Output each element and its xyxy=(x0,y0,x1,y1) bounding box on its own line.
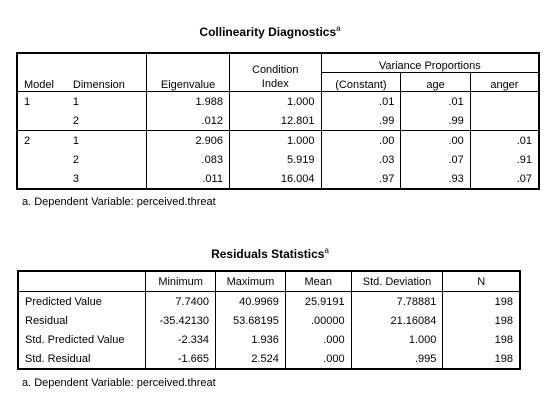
cell-std-deviation: 21.16084 xyxy=(350,311,443,330)
header-model: Model xyxy=(17,53,67,92)
header-blank xyxy=(18,271,147,292)
table-row: Predicted Value 7.7400 40.9969 25.9191 7… xyxy=(18,291,520,311)
cell-dimension: 2 xyxy=(66,111,148,131)
header-minimum: Minimum xyxy=(145,271,216,292)
row-label: Std. Residual xyxy=(18,349,147,369)
header-eigenvalue: Eigenvalue xyxy=(146,53,230,92)
cell-n: 198 xyxy=(442,291,520,311)
cell-dimension: 1 xyxy=(66,91,148,111)
header-std-deviation: Std. Deviation xyxy=(350,271,443,292)
table-row: 3 .011 16.004 .97 .93 .07 xyxy=(17,169,539,189)
cell-condition: 1.000 xyxy=(229,130,322,150)
cell-eigenvalue: .011 xyxy=(146,169,230,189)
cell-age: .00 xyxy=(400,130,471,150)
residuals-title: Residuals Statisticsa xyxy=(170,246,370,261)
cell-mean: .000 xyxy=(284,330,352,349)
header-condition-index: Condition Index xyxy=(229,53,322,92)
row-label: Std. Predicted Value xyxy=(18,330,147,349)
header-condition-line1: Condition xyxy=(252,64,299,76)
cell-dimension: 2 xyxy=(66,150,148,169)
cell-minimum: -35.42130 xyxy=(145,311,216,330)
cell-age: .93 xyxy=(400,169,471,189)
row-label: Residual xyxy=(18,311,147,330)
cell-anger xyxy=(470,92,539,112)
cell-anger: .01 xyxy=(516,134,532,147)
header-mean: Mean xyxy=(284,271,352,292)
cell-anger: .91 xyxy=(516,153,532,166)
cell-condition: 1.000 xyxy=(229,91,322,111)
header-variance-proportions: Variance Proportions xyxy=(321,53,539,73)
cell-maximum: 2.524 xyxy=(215,349,286,369)
cell-constant: .97 xyxy=(321,169,402,189)
header-constant: (Constant) xyxy=(321,72,402,92)
cell-model: 2 xyxy=(24,134,31,147)
cell-constant: .99 xyxy=(321,111,402,131)
header-dimension: Dimension xyxy=(66,53,148,92)
cell-n: 198 xyxy=(442,349,520,369)
header-maximum: Maximum xyxy=(215,271,286,292)
cell-mean: .000 xyxy=(284,349,352,369)
cell-anger xyxy=(470,111,539,131)
cell-maximum: 1.936 xyxy=(215,330,286,349)
cell-std-deviation: 1.000 xyxy=(350,330,443,349)
cell-minimum: 7.7400 xyxy=(145,291,216,311)
collinearity-table: Model Dimension Eigenvalue Condition Ind… xyxy=(16,52,540,190)
cell-condition: 16.004 xyxy=(229,169,322,189)
table-row: 2 .083 5.919 .03 .07 .91 xyxy=(17,150,539,169)
residuals-title-text: Residuals Statistics xyxy=(211,247,325,261)
cell-model xyxy=(17,169,67,189)
cell-eigenvalue: 1.988 xyxy=(146,91,230,111)
cell-std-deviation: .995 xyxy=(350,349,443,369)
table-row: 2 1 2.906 1.000 .00 .00 .01 xyxy=(17,130,539,150)
cell-age: .07 xyxy=(400,150,471,169)
cell-n: 198 xyxy=(442,330,520,349)
cell-eigenvalue: 2.906 xyxy=(146,130,230,150)
header-anger: anger xyxy=(470,72,539,92)
collinearity-title-text: Collinearity Diagnostics xyxy=(199,25,337,39)
cell-minimum: -1.665 xyxy=(145,349,216,369)
cell-eigenvalue: .012 xyxy=(146,111,230,131)
cell-condition: 12.801 xyxy=(229,111,322,131)
cell-minimum: -2.334 xyxy=(145,330,216,349)
header-age: age xyxy=(400,72,471,92)
cell-mean: .00000 xyxy=(284,311,352,330)
collinearity-title: Collinearity Diagnosticsa xyxy=(150,24,390,39)
cell-model xyxy=(17,111,67,131)
cell-std-deviation: 7.78881 xyxy=(350,291,443,311)
residuals-title-sup: a xyxy=(324,246,329,255)
residuals-footnote: a. Dependent Variable: perceived.threat xyxy=(22,377,216,389)
table-row: Std. Residual -1.665 2.524 .000 .995 198 xyxy=(18,349,520,369)
cell-anger: .07 xyxy=(516,172,532,185)
cell-dimension: 1 xyxy=(66,130,148,150)
collinearity-title-sup: a xyxy=(336,24,341,33)
cell-eigenvalue: .083 xyxy=(146,150,230,169)
cell-condition: 5.919 xyxy=(229,150,322,169)
cell-constant: .03 xyxy=(321,150,402,169)
cell-maximum: 40.9969 xyxy=(215,291,286,311)
cell-constant: .01 xyxy=(321,91,402,111)
row-label: Predicted Value xyxy=(18,291,147,311)
collinearity-footnote: a. Dependent Variable: perceived.threat xyxy=(22,196,216,208)
table-row: Std. Predicted Value -2.334 1.936 .000 1… xyxy=(18,330,520,349)
cell-constant: .00 xyxy=(321,130,402,150)
cell-age: .99 xyxy=(400,111,471,131)
header-n: N xyxy=(442,271,520,292)
cell-model xyxy=(17,150,67,169)
cell-n: 198 xyxy=(442,311,520,330)
table-row: 1 1 1.988 1.000 .01 .01 xyxy=(17,91,539,112)
residuals-table: Minimum Maximum Mean Std. Deviation N Pr… xyxy=(17,270,521,370)
header-condition-line2: Index xyxy=(261,78,289,90)
table-row: Residual -35.42130 53.68195 .00000 21.16… xyxy=(18,311,520,330)
cell-mean: 25.9191 xyxy=(284,291,352,311)
cell-age: .01 xyxy=(400,91,471,111)
cell-maximum: 53.68195 xyxy=(215,311,286,330)
table-row: 2 .012 12.801 .99 .99 xyxy=(17,111,539,131)
cell-dimension: 3 xyxy=(66,169,148,189)
cell-model: 1 xyxy=(24,95,31,108)
